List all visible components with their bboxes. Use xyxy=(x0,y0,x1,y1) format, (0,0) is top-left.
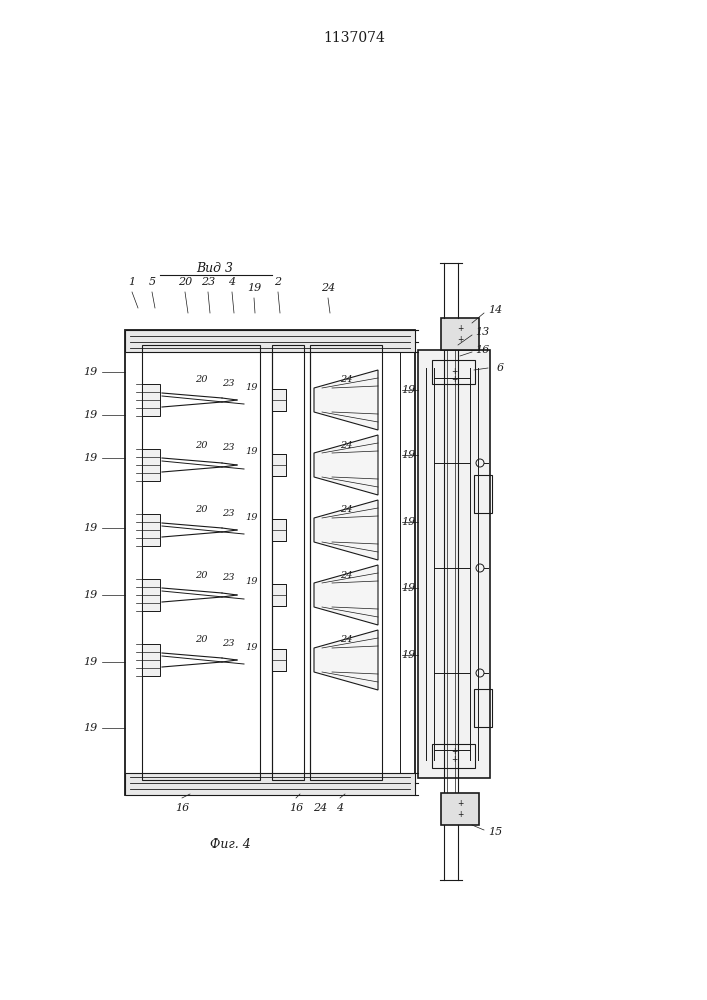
Text: 20: 20 xyxy=(194,440,207,450)
Text: +: + xyxy=(451,747,457,756)
Polygon shape xyxy=(314,500,378,560)
Text: 15: 15 xyxy=(488,827,502,837)
Text: 19: 19 xyxy=(246,578,258,586)
Text: 20: 20 xyxy=(194,375,207,384)
Text: +: + xyxy=(457,799,463,808)
Text: 19: 19 xyxy=(83,657,97,667)
Text: 19: 19 xyxy=(83,367,97,377)
Text: 16: 16 xyxy=(175,803,189,813)
Bar xyxy=(474,475,492,513)
Text: 23: 23 xyxy=(222,508,234,518)
Polygon shape xyxy=(314,565,378,625)
Bar xyxy=(125,330,415,795)
Bar xyxy=(142,579,160,611)
Bar xyxy=(142,384,160,416)
Polygon shape xyxy=(314,370,378,430)
Text: 4: 4 xyxy=(337,803,344,813)
Text: +: + xyxy=(451,367,457,376)
Text: 13: 13 xyxy=(475,327,489,337)
Bar xyxy=(125,773,415,795)
Bar xyxy=(474,689,492,727)
Text: 19: 19 xyxy=(401,450,415,460)
Bar xyxy=(272,584,286,606)
Text: +: + xyxy=(451,756,457,764)
Text: 20: 20 xyxy=(194,570,207,580)
Text: 23: 23 xyxy=(222,378,234,387)
Text: 19: 19 xyxy=(401,517,415,527)
Text: +: + xyxy=(457,335,463,344)
Text: 19: 19 xyxy=(246,382,258,391)
Bar xyxy=(272,649,286,671)
Text: 24: 24 xyxy=(340,636,352,645)
Bar xyxy=(272,345,304,780)
Polygon shape xyxy=(314,630,378,690)
Text: 16: 16 xyxy=(289,803,303,813)
Text: +: + xyxy=(457,324,463,333)
Text: 19: 19 xyxy=(246,512,258,522)
Bar xyxy=(441,318,479,350)
Text: 4: 4 xyxy=(228,277,235,287)
Text: 5: 5 xyxy=(148,277,156,287)
Text: 6: 6 xyxy=(496,363,503,373)
Text: 23: 23 xyxy=(201,277,215,287)
Text: 2: 2 xyxy=(274,277,281,287)
Text: +: + xyxy=(451,374,457,383)
Text: 19: 19 xyxy=(83,723,97,733)
Text: 19: 19 xyxy=(246,643,258,652)
Text: +: + xyxy=(457,810,463,819)
Text: 24: 24 xyxy=(340,375,352,384)
Bar xyxy=(142,449,160,481)
Text: 19: 19 xyxy=(83,523,97,533)
Bar xyxy=(142,345,260,780)
Text: 1137074: 1137074 xyxy=(323,31,385,45)
Text: 19: 19 xyxy=(83,410,97,420)
Text: 24: 24 xyxy=(340,440,352,450)
Bar xyxy=(310,345,382,780)
Text: Вид 3: Вид 3 xyxy=(197,261,233,274)
Text: 24: 24 xyxy=(340,505,352,514)
Bar xyxy=(125,330,415,352)
Text: 23: 23 xyxy=(222,574,234,582)
Text: 20: 20 xyxy=(178,277,192,287)
Text: 19: 19 xyxy=(246,448,258,456)
Text: 16: 16 xyxy=(475,345,489,355)
Text: 24: 24 xyxy=(340,570,352,580)
Text: 24: 24 xyxy=(313,803,327,813)
Text: 23: 23 xyxy=(222,639,234,648)
Bar xyxy=(272,389,286,411)
Text: 19: 19 xyxy=(401,583,415,593)
Text: 19: 19 xyxy=(401,650,415,660)
Text: 23: 23 xyxy=(222,444,234,452)
Text: 19: 19 xyxy=(401,385,415,395)
Text: 19: 19 xyxy=(247,283,261,293)
Bar xyxy=(272,519,286,541)
Text: 19: 19 xyxy=(83,453,97,463)
Text: 14: 14 xyxy=(488,305,502,315)
Text: 20: 20 xyxy=(194,505,207,514)
Polygon shape xyxy=(314,435,378,495)
Bar xyxy=(142,644,160,676)
Bar xyxy=(441,793,479,825)
Text: 19: 19 xyxy=(83,590,97,600)
Text: 20: 20 xyxy=(194,636,207,645)
Bar xyxy=(432,744,475,768)
Bar xyxy=(142,514,160,546)
Bar xyxy=(418,350,490,778)
Text: 24: 24 xyxy=(321,283,335,293)
Bar xyxy=(272,454,286,476)
Text: 1: 1 xyxy=(129,277,136,287)
Bar xyxy=(432,360,475,384)
Text: Фиг. 4: Фиг. 4 xyxy=(209,838,250,852)
